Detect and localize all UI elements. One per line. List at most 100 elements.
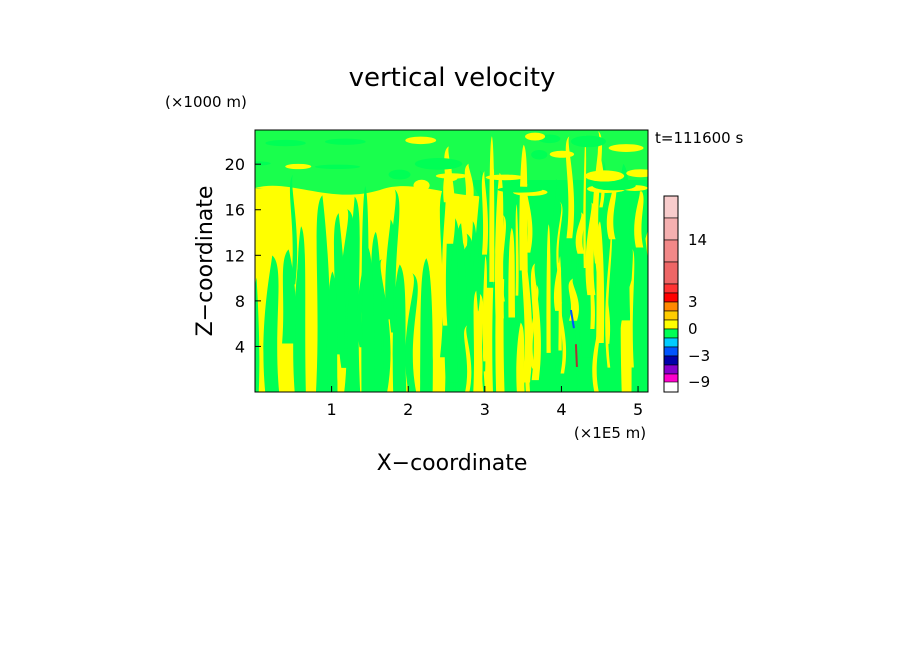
field-blob (414, 157, 463, 170)
positive-streak (556, 201, 563, 280)
positive-streak (590, 278, 596, 330)
positive-streak (476, 309, 483, 389)
negative-streak (347, 196, 361, 392)
x-tick-label: 3 (480, 400, 490, 419)
colorbar-segment (663, 373, 679, 383)
colorbar-segment (663, 337, 679, 348)
negative-streak (427, 270, 433, 392)
negative-streak (362, 247, 375, 392)
field-blob (584, 170, 625, 182)
plot-frame (254, 129, 649, 393)
colorbar-tick-label: −9 (688, 373, 710, 391)
colorbar-segment (663, 346, 679, 357)
colorbar-segment (663, 355, 679, 366)
colorbar-segment (663, 283, 679, 294)
negative-streak (385, 219, 395, 320)
positive-streak (595, 243, 602, 330)
negative-streak (405, 273, 418, 392)
x-unit-label: (×1E5 m) (574, 424, 646, 442)
colorbar-segment (663, 364, 679, 375)
velocity-field (255, 130, 648, 392)
field-blob (405, 136, 437, 145)
negative-streak (270, 262, 277, 392)
positive-streak (482, 255, 488, 362)
positive-streak (443, 161, 453, 203)
updraft-feature (569, 309, 575, 329)
colorbar-segment (663, 292, 679, 303)
negative-streak (255, 277, 260, 392)
field-blob (265, 139, 306, 147)
field-blob (324, 138, 366, 145)
negative-streak (446, 246, 459, 383)
field-blob (531, 150, 548, 160)
y-axis-label: Z−coordinate (193, 186, 218, 337)
positive-streak (546, 224, 551, 353)
negative-streak (282, 249, 297, 344)
negative-streak (615, 163, 631, 321)
negative-streak (289, 174, 298, 285)
x-axis: 1 2 3 4 5 (327, 386, 643, 419)
positive-streak (441, 192, 448, 326)
negative-streak (455, 223, 468, 392)
y-tick-label: 20 (225, 155, 245, 174)
field-blob (255, 187, 285, 199)
positive-streak (575, 212, 585, 254)
positive-streak (530, 263, 542, 381)
negative-streak (295, 226, 306, 392)
positive-streak (464, 163, 474, 205)
colorbar-segment (663, 261, 679, 285)
positive-streak (508, 227, 516, 318)
x-tick-label: 1 (327, 400, 337, 419)
field-blob (592, 180, 636, 191)
field-blob (388, 169, 411, 180)
positive-streak (494, 172, 504, 319)
field-blob (549, 150, 575, 158)
positive-streak (515, 204, 519, 296)
negative-streak (356, 252, 366, 348)
colorbar-tick-label: −3 (688, 347, 710, 365)
positive-streak (489, 136, 495, 282)
positive-streak (464, 325, 472, 392)
updraft-feature (574, 344, 578, 367)
positive-streak (565, 136, 575, 239)
y-tick-label: 4 (235, 337, 245, 356)
field-blob (626, 169, 648, 178)
negative-streak (326, 271, 338, 392)
positive-streak (592, 131, 602, 264)
positive-streak (606, 182, 617, 240)
colorbar-segment (663, 217, 679, 241)
field-blob (255, 161, 271, 166)
positive-streak (629, 249, 635, 368)
x-tick-label: 4 (556, 400, 566, 419)
field-blob (435, 173, 468, 179)
colorbar-segment (663, 195, 679, 219)
colorbar-frame (663, 195, 679, 393)
y-tick-label: 12 (225, 246, 245, 265)
negative-streak (315, 195, 331, 392)
positive-streak (583, 135, 587, 268)
field-blob (608, 144, 644, 152)
x-tick-label: 2 (403, 400, 413, 419)
y-axis: 4 8 12 16 20 (225, 155, 261, 356)
colorbar-tick-label: 3 (688, 293, 698, 311)
colorbar-tick-label: 0 (688, 320, 698, 338)
chart-title: vertical velocity (349, 63, 556, 93)
x-tick-label: 5 (633, 400, 643, 419)
colorbar-segment (663, 310, 679, 321)
negative-streak (551, 178, 560, 283)
colorbar-segment (663, 239, 679, 263)
positive-streak (559, 302, 567, 374)
plot-area (254, 129, 649, 393)
positive-streak (516, 322, 525, 392)
colorbar-segment (663, 319, 679, 330)
negative-streak (633, 253, 647, 392)
field-blob (413, 179, 430, 192)
field-blob (485, 174, 524, 181)
field-blob (497, 186, 543, 193)
y-unit-label: (×1000 m) (165, 93, 247, 111)
y-tick-label: 8 (235, 292, 245, 311)
colorbar-tick-label: 14 (688, 231, 707, 249)
y-tick-label: 16 (225, 201, 245, 220)
positive-streak (524, 288, 531, 392)
